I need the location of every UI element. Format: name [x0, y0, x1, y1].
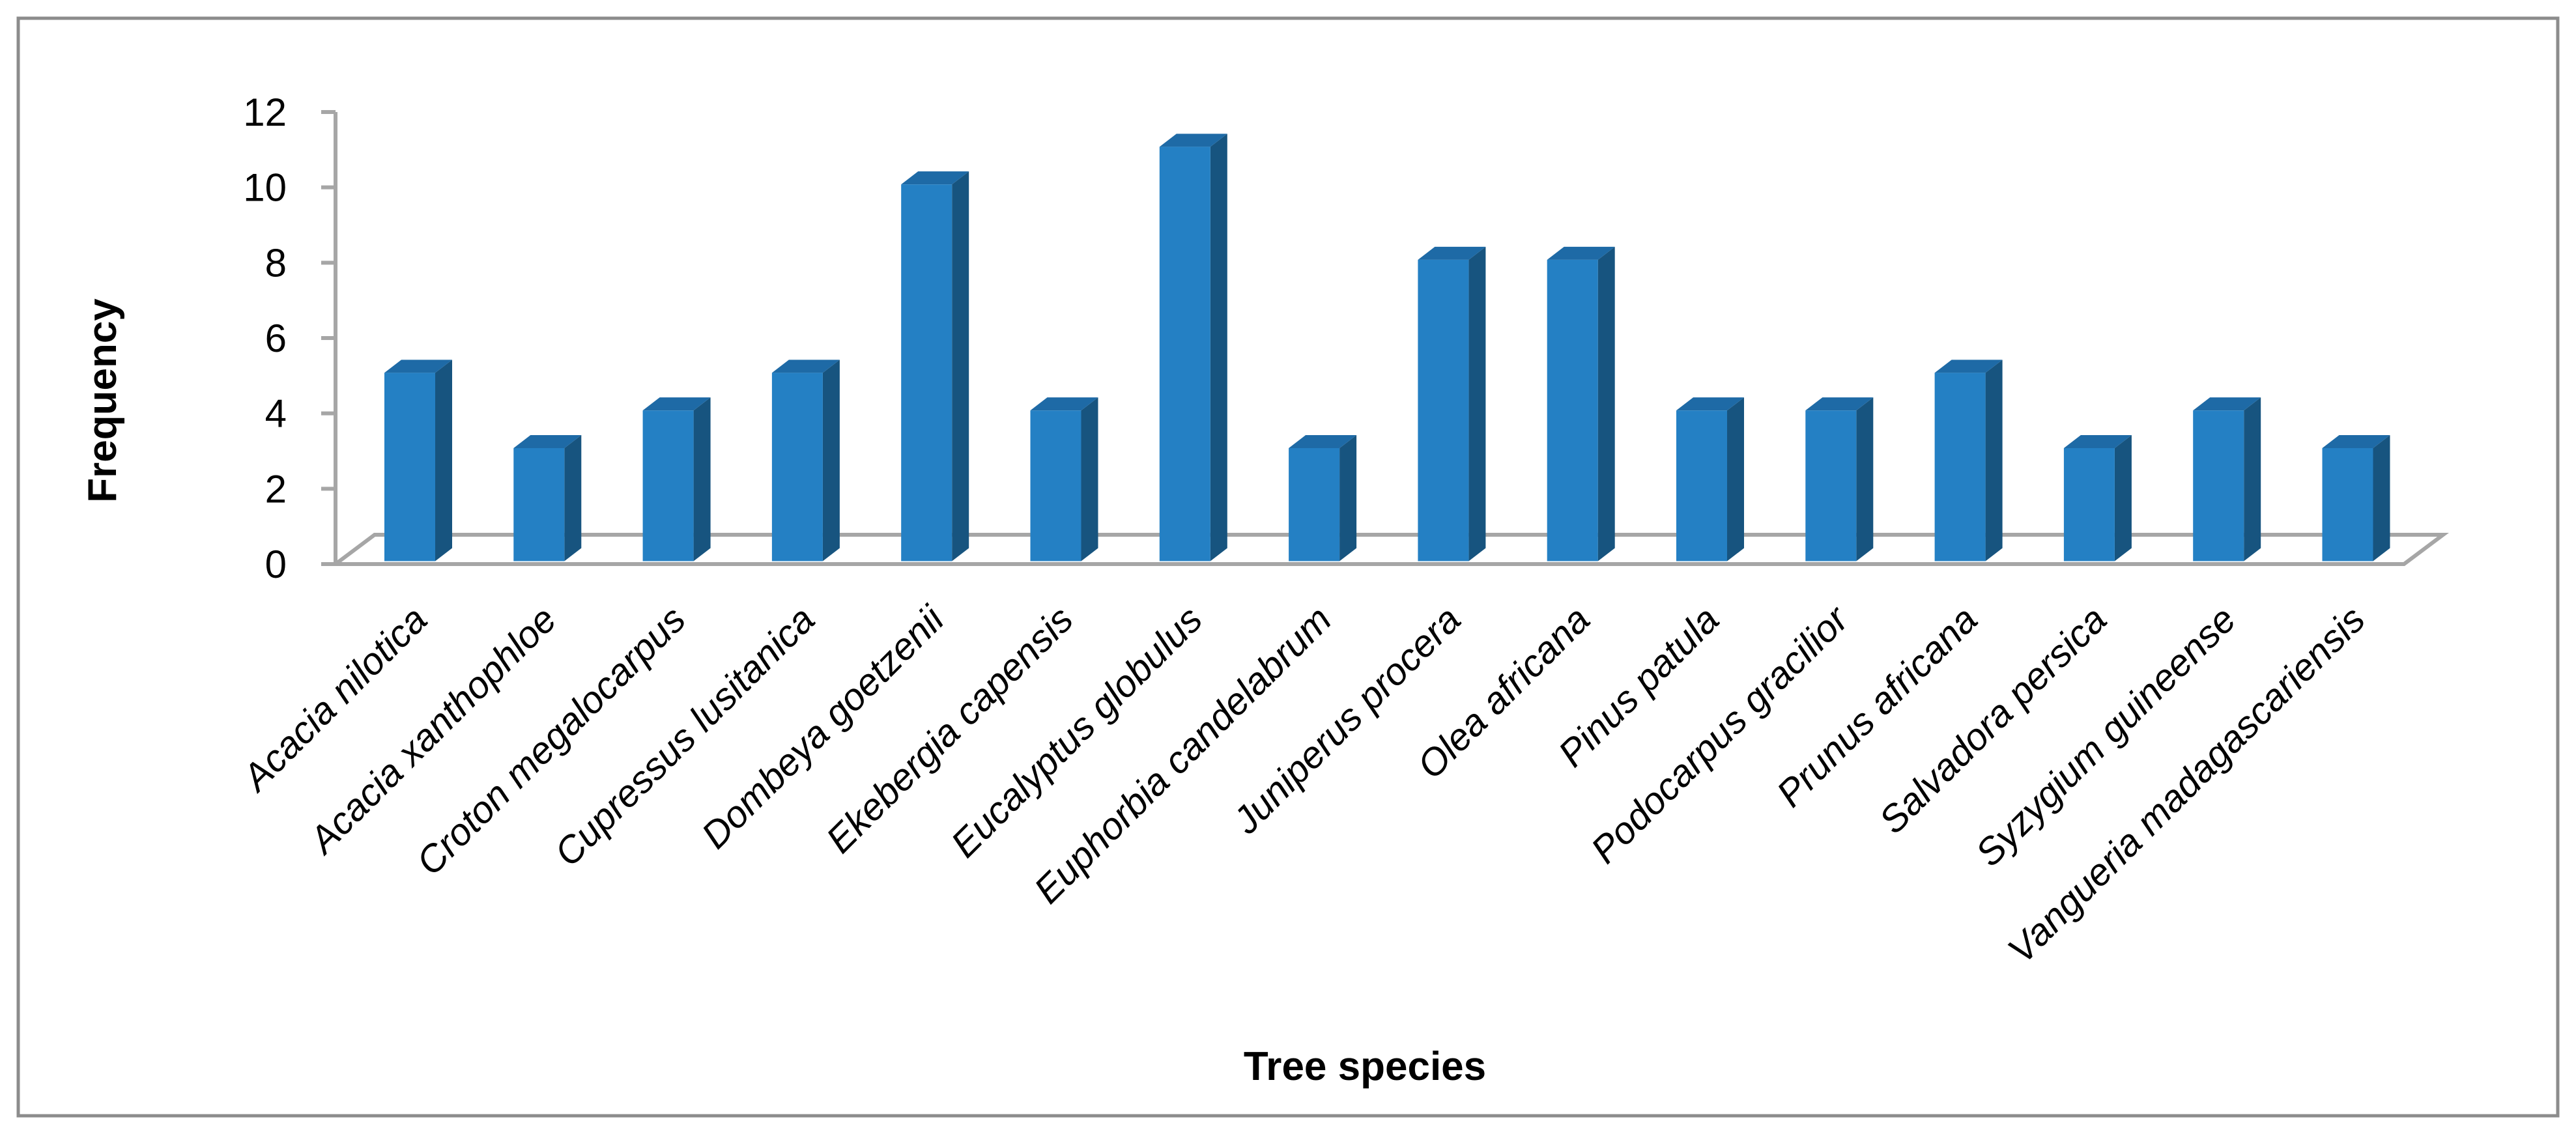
- bar: [1159, 134, 1227, 561]
- bar: [513, 435, 582, 561]
- bar-side: [1597, 246, 1615, 561]
- chart-floor: [330, 533, 2449, 566]
- bar-front: [1934, 373, 1986, 561]
- bar: [1934, 360, 2003, 561]
- x-axis-title: Tree species: [1244, 1044, 1486, 1089]
- bar: [2063, 435, 2132, 561]
- bar-side: [2114, 435, 2132, 561]
- y-tick-label: 2: [265, 467, 287, 511]
- bar-front: [513, 448, 565, 561]
- bar: [1547, 246, 1615, 561]
- bar: [642, 397, 711, 561]
- bar: [2322, 435, 2390, 561]
- bar-top: [901, 171, 969, 185]
- bar-side: [564, 435, 582, 561]
- bar-front: [642, 410, 694, 561]
- bar-top: [2322, 435, 2390, 448]
- bar-top: [1805, 397, 1874, 411]
- axis-layer: [321, 110, 2449, 566]
- bar-side: [1856, 397, 1874, 561]
- bar-top: [2063, 435, 2132, 448]
- bar-side: [1339, 435, 1357, 561]
- bar: [1805, 397, 1874, 561]
- bar-side: [435, 360, 452, 561]
- bar: [2193, 397, 2261, 561]
- bar-side: [1985, 360, 2003, 561]
- bar-top: [1934, 360, 2003, 373]
- bar-top: [513, 435, 582, 448]
- bar: [1418, 246, 1486, 561]
- bar-side: [693, 397, 711, 561]
- bar-front: [2193, 410, 2244, 561]
- bar: [1289, 435, 1357, 561]
- bar-top: [1418, 246, 1486, 260]
- bar-top: [384, 360, 452, 373]
- bar-side: [1081, 397, 1098, 561]
- bar: [1676, 397, 1744, 561]
- bar-front: [2322, 448, 2373, 561]
- bar: [771, 360, 840, 561]
- y-tick-label: 8: [265, 241, 287, 285]
- bar-side: [822, 360, 840, 561]
- chart-border: [16, 16, 2560, 1118]
- y-tick-label: 0: [265, 543, 287, 586]
- bar-front: [1289, 448, 1340, 561]
- bar-front: [2063, 448, 2115, 561]
- y-tick-label: 4: [265, 392, 287, 436]
- bar-side: [1468, 246, 1486, 561]
- bars-layer: [384, 134, 2390, 561]
- bar-top: [771, 360, 840, 373]
- bar-side: [1210, 134, 1227, 561]
- bar-top: [2193, 397, 2261, 411]
- bar-front: [1547, 259, 1598, 561]
- bar-top: [1289, 435, 1357, 448]
- bar-side: [1727, 397, 1744, 561]
- bar-front: [771, 373, 823, 561]
- bar-side: [2244, 397, 2261, 561]
- y-axis-title: Frequency: [80, 298, 125, 503]
- bar-front: [901, 184, 952, 561]
- bar-top: [1159, 134, 1227, 147]
- y-tick-label: 10: [243, 166, 287, 210]
- bar-top: [1030, 397, 1098, 411]
- bar-top: [1547, 246, 1615, 260]
- bar: [901, 171, 969, 561]
- y-tick-label: 6: [265, 317, 287, 360]
- bar-front: [1159, 147, 1210, 561]
- bar: [384, 360, 452, 561]
- bar-top: [1676, 397, 1744, 411]
- bar-top: [642, 397, 711, 411]
- bar-front: [1030, 410, 1081, 561]
- bar-front: [1805, 410, 1857, 561]
- bar-side: [2373, 435, 2390, 561]
- bar: [1030, 397, 1098, 561]
- bar-front: [1418, 259, 1469, 561]
- y-tick-label: 12: [243, 91, 287, 134]
- bar-side: [952, 171, 969, 561]
- bar-front: [384, 373, 435, 561]
- bar-front: [1676, 410, 1727, 561]
